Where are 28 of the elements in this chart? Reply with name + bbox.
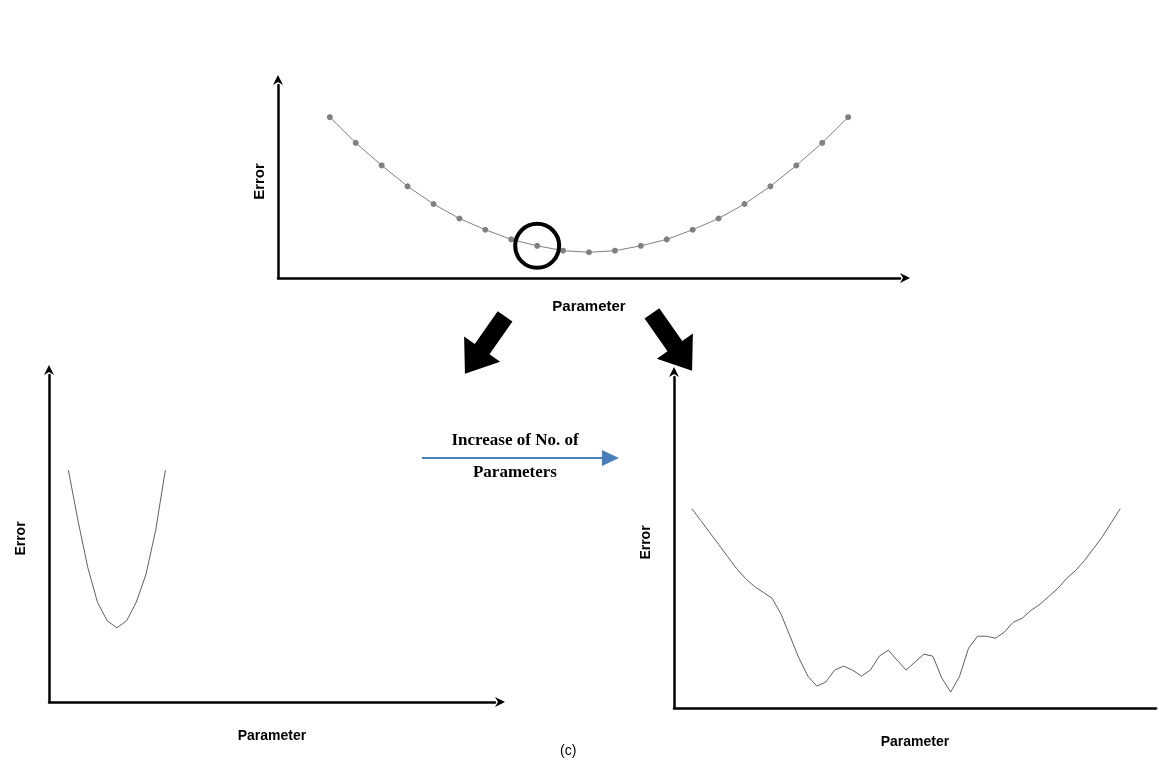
point [404, 183, 411, 190]
point [715, 215, 722, 222]
point [611, 247, 618, 254]
point [663, 236, 670, 243]
y-axis-title: Error [12, 520, 28, 556]
y-axis-title: Error [250, 163, 267, 200]
point [456, 215, 463, 222]
point [845, 114, 852, 121]
y-axis-title: Error [637, 524, 653, 560]
point [326, 114, 333, 121]
point [352, 139, 359, 146]
point [430, 201, 437, 208]
x-axis-title: Parameter [237, 727, 307, 743]
x-axis-title: Parameter [880, 733, 950, 749]
x-axis-title: Parameter [552, 297, 626, 314]
point [741, 201, 748, 208]
text: (c) [560, 742, 577, 758]
point [586, 249, 592, 256]
point [378, 162, 385, 169]
point [560, 247, 567, 254]
annotation: Increase of No. of Parameters [450, 429, 580, 483]
point [508, 236, 515, 243]
point [482, 226, 489, 233]
point [767, 183, 774, 190]
point [793, 162, 800, 169]
point [819, 139, 826, 146]
point [689, 226, 696, 233]
point [637, 242, 644, 249]
